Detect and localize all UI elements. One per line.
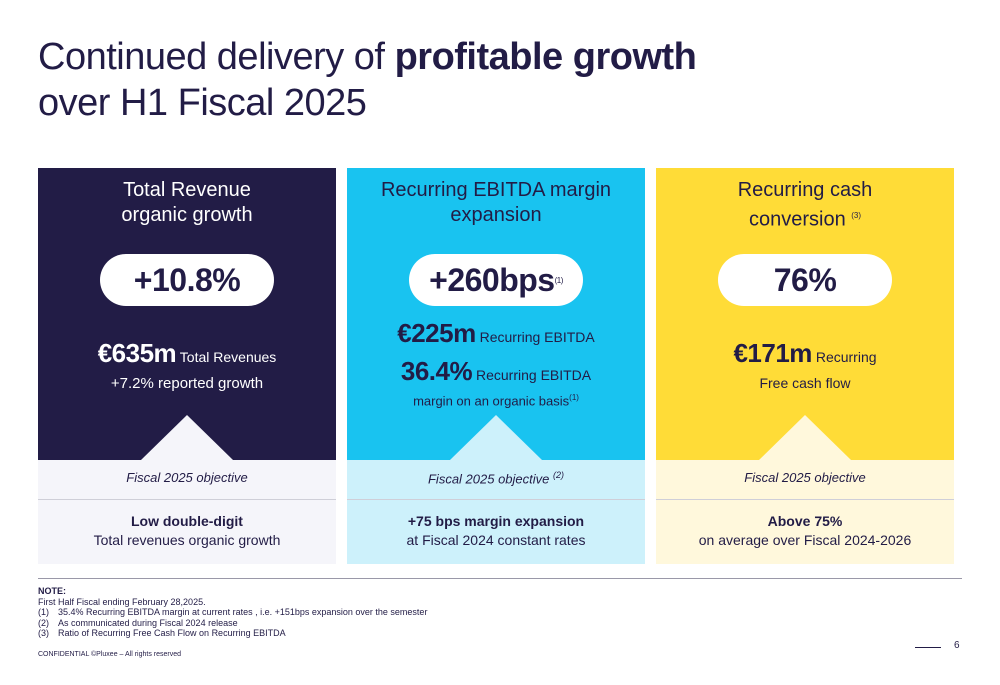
metric-sub-footnote: (1) bbox=[569, 393, 579, 402]
objective-sub: at Fiscal 2024 constant rates bbox=[406, 532, 586, 548]
card-title-line-2: organic growth bbox=[121, 204, 253, 226]
metric-label: Recurring EBITDA bbox=[472, 367, 592, 383]
metric-total-revenues: €635m Total Revenues bbox=[38, 338, 336, 369]
notes-divider bbox=[38, 578, 962, 579]
metric-value: €635m bbox=[97, 338, 177, 368]
objective-label-text: Fiscal 2025 objective bbox=[427, 471, 553, 487]
card-cash-conversion: Recurring cash conversion (3) 76% €171m … bbox=[656, 168, 954, 564]
note-text: As communicated during Fiscal 2024 relea… bbox=[58, 617, 238, 628]
card-total-revenue: Total Revenue organic growth +10.8% €635… bbox=[38, 168, 336, 564]
headline-value: +260bps bbox=[429, 261, 555, 298]
card-title-line-1: Total Revenue bbox=[123, 179, 251, 201]
note-text: 35.4% Recurring EBITDA margin at current… bbox=[58, 607, 428, 617]
card-title-line-1: Recurring cash bbox=[737, 179, 873, 201]
notes-heading: NOTE: bbox=[38, 586, 66, 596]
headline-pill: +10.8% bbox=[100, 254, 274, 306]
metric-label: Total Revenues bbox=[176, 349, 277, 365]
objective-sub: Total revenues organic growth bbox=[93, 532, 281, 548]
objective-label: Fiscal 2025 objective (2) bbox=[347, 470, 645, 490]
note-text: Ratio of Recurring Free Cash Flow on Rec… bbox=[58, 628, 286, 638]
headline-pill: 76% bbox=[718, 254, 892, 306]
metric-sub: margin on an organic basis(1) bbox=[347, 393, 645, 408]
title-line-2: over H1 Fiscal 2025 bbox=[38, 82, 367, 124]
objective-footnote: (2) bbox=[553, 470, 564, 480]
card-ebitda-margin: Recurring EBITDA margin expansion +260bp… bbox=[347, 168, 645, 564]
objective-sub: on average over Fiscal 2024-2026 bbox=[698, 532, 912, 548]
card-title-line-1: Recurring EBITDA margin bbox=[380, 179, 612, 201]
card-title: Recurring cash conversion (3) bbox=[656, 178, 954, 233]
card-title-line-2: conversion (3) bbox=[656, 203, 954, 233]
note-number: (1) bbox=[38, 607, 49, 617]
metric-sub-text: margin on an organic basis bbox=[413, 393, 570, 409]
metric-value: €171m bbox=[733, 338, 812, 368]
objective-panel: Fiscal 2025 objective Above 75% on avera… bbox=[656, 460, 954, 564]
objective-main: Low double-digit bbox=[131, 513, 243, 529]
page-number-rule bbox=[915, 647, 941, 648]
headline-footnote: (1) bbox=[554, 275, 564, 285]
metric-sub: Free cash flow bbox=[759, 375, 851, 391]
objective-panel: Fiscal 2025 objective Low double-digit T… bbox=[38, 460, 336, 564]
card-title: Total Revenue organic growth bbox=[38, 178, 336, 228]
metric-free-cash-flow: €171m Recurring bbox=[656, 338, 954, 369]
objective-main: Above 75% bbox=[767, 513, 843, 529]
pointer-triangle bbox=[759, 415, 851, 460]
objective-label: Fiscal 2025 objective bbox=[744, 470, 866, 485]
title-line-1: Continued delivery of profitable growth bbox=[38, 34, 697, 80]
card-title-footnote: (3) bbox=[851, 211, 862, 220]
page-title: Continued delivery of profitable growth … bbox=[38, 34, 697, 126]
objective-label: Fiscal 2025 objective bbox=[126, 470, 248, 485]
objective-panel: Fiscal 2025 objective (2) +75 bps margin… bbox=[347, 460, 645, 564]
card-title: Recurring EBITDA margin expansion bbox=[347, 178, 645, 228]
metric-sub: +7.2% reported growth bbox=[110, 375, 264, 392]
objective-main: +75 bps margin expansion bbox=[407, 513, 585, 529]
pointer-triangle bbox=[450, 415, 542, 460]
metric-label: Recurring bbox=[811, 349, 877, 365]
note-item: (1) 35.4% Recurring EBITDA margin at cur… bbox=[38, 607, 427, 618]
card-title-line-2: expansion bbox=[450, 204, 542, 226]
objective-divider bbox=[656, 499, 954, 500]
note-item: (2) As communicated during Fiscal 2024 r… bbox=[38, 618, 427, 629]
metric-value: €225m bbox=[397, 318, 476, 348]
confidential-footer: CONFIDENTIAL ©Pluxee – All rights reserv… bbox=[38, 651, 182, 658]
notes: NOTE: First Half Fiscal ending February … bbox=[38, 586, 427, 639]
title-regular: Continued delivery of bbox=[38, 36, 395, 78]
metric-recurring-ebitda: €225m Recurring EBITDA bbox=[347, 318, 645, 349]
title-bold: profitable growth bbox=[394, 36, 697, 78]
page-number: 6 bbox=[954, 640, 960, 651]
metric-ebitda-margin: 36.4% Recurring EBITDA bbox=[347, 356, 645, 387]
note-number: (3) bbox=[38, 628, 49, 638]
note-number: (2) bbox=[38, 617, 49, 628]
metric-value: 36.4% bbox=[400, 356, 473, 386]
card-title-line-2-text: conversion bbox=[748, 208, 846, 231]
objective-divider bbox=[347, 499, 645, 500]
pointer-triangle bbox=[141, 415, 233, 460]
objective-divider bbox=[38, 499, 336, 500]
metric-label: Recurring EBITDA bbox=[475, 329, 595, 345]
headline-pill: +260bps (1) bbox=[409, 254, 583, 306]
notes-intro: First Half Fiscal ending February 28,202… bbox=[38, 596, 206, 607]
note-item: (3) Ratio of Recurring Free Cash Flow on… bbox=[38, 628, 427, 639]
